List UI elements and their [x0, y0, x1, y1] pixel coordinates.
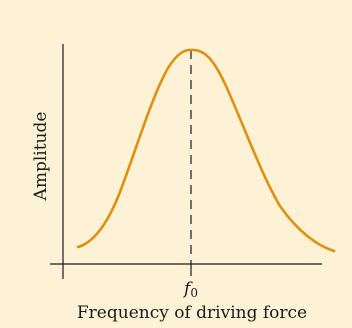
f0-label: f0	[182, 279, 198, 300]
f0-label-main: f	[182, 279, 193, 299]
resonance-curve	[76, 48, 336, 253]
x-axis-label: Frequency of driving force	[77, 303, 307, 323]
f0-label-subscript: 0	[190, 286, 198, 300]
y-axis-label: Amplitude	[31, 112, 51, 202]
